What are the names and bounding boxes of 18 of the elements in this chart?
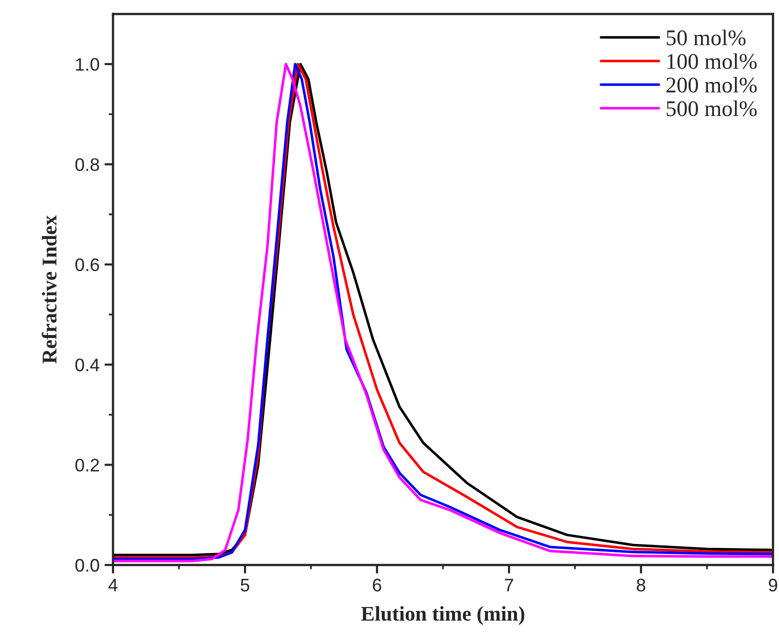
legend-label: 200 mol%	[666, 76, 757, 93]
x-tick-label: 6	[372, 578, 382, 592]
x-tick-label: 4	[108, 578, 118, 592]
y-tick-label: 0.2	[75, 458, 99, 472]
y-tick-label: 0.0	[75, 558, 100, 572]
y-tick-label: 0.8	[75, 158, 100, 171]
y-tick-label: 0.4	[75, 358, 100, 372]
legend-label: 50 mol%	[666, 30, 746, 46]
x-tick-label: 7	[504, 578, 514, 592]
y-tick-label: 1.0	[76, 58, 100, 71]
x-tick-label: 8	[636, 578, 646, 592]
y-tick-label: 0.6	[75, 258, 100, 272]
x-tick-label: 5	[240, 578, 250, 592]
legend-label: 100 mol%	[667, 53, 757, 70]
x-tick-label: 9	[768, 578, 778, 592]
y-axis-title: Refractive Index	[42, 215, 57, 364]
x-axis-title: Elution time (min)	[361, 606, 524, 626]
legend-label: 500 mol%	[666, 100, 757, 116]
